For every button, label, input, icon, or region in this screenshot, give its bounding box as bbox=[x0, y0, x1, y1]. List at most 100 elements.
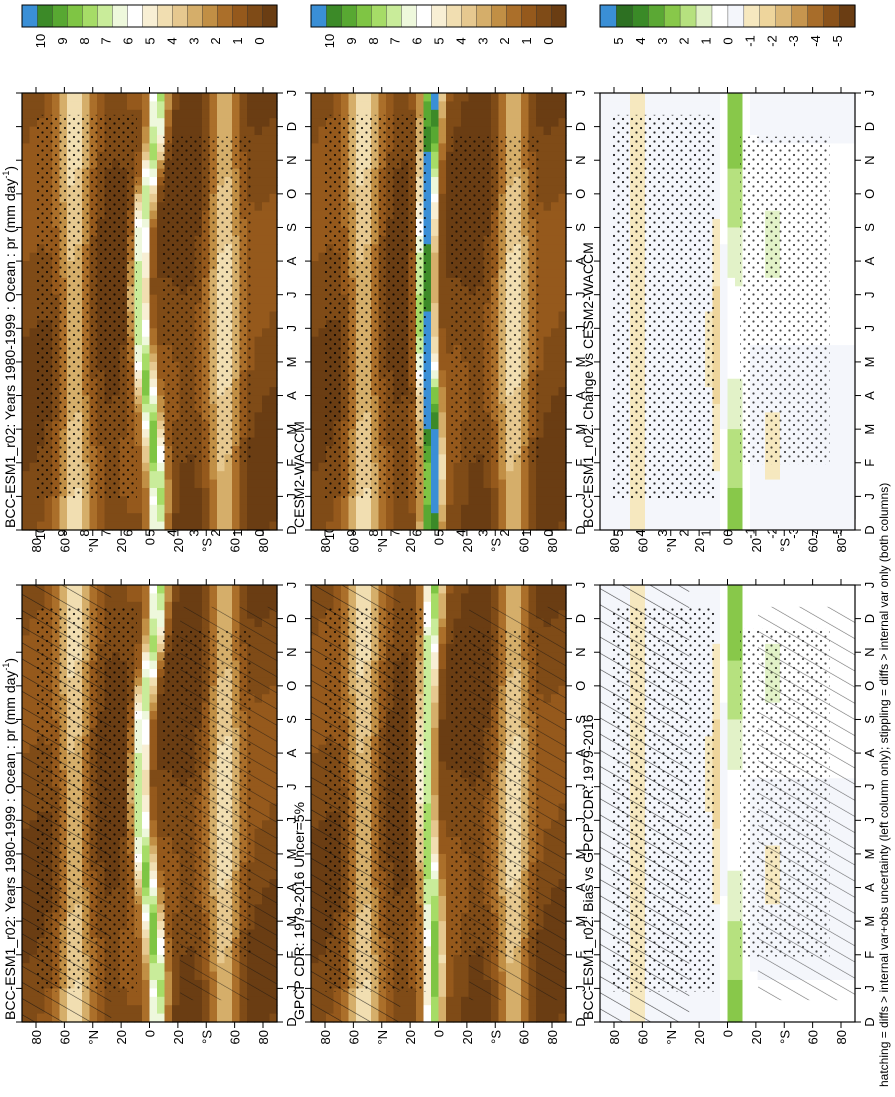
heatmap-cell bbox=[269, 160, 278, 170]
heatmap-cell bbox=[149, 504, 158, 514]
heatmap-cell bbox=[453, 610, 462, 620]
heatmap-cell bbox=[22, 420, 31, 430]
heatmap-cell bbox=[149, 862, 158, 872]
heatmap-cell bbox=[104, 496, 113, 506]
heatmap-cell bbox=[254, 504, 263, 514]
heatmap-cell bbox=[142, 353, 151, 363]
heatmap-cell bbox=[431, 921, 440, 931]
heatmap-cell bbox=[254, 109, 263, 119]
heatmap-cell bbox=[269, 496, 278, 506]
heatmap-cell bbox=[423, 929, 432, 939]
month-tick-label: J bbox=[284, 493, 299, 500]
heatmap-cell bbox=[438, 643, 447, 653]
heatmap-cell bbox=[157, 277, 166, 287]
heatmap-cell bbox=[172, 610, 181, 620]
heatmap-cell bbox=[157, 168, 166, 178]
heatmap-cell bbox=[269, 328, 278, 338]
heatmap-cell bbox=[112, 1005, 121, 1015]
heatmap-cell bbox=[112, 513, 121, 523]
heatmap-cell bbox=[157, 244, 166, 254]
heatmap-cell bbox=[483, 601, 492, 611]
heatmap-cell bbox=[269, 269, 278, 279]
heatmap-cell bbox=[232, 996, 241, 1006]
heatmap-cell bbox=[149, 513, 158, 523]
heatmap-cell bbox=[149, 996, 158, 1006]
heatmap-cell bbox=[142, 462, 151, 472]
month-tick-label: O bbox=[284, 189, 299, 199]
heatmap-cell bbox=[247, 93, 256, 102]
heatmap-cell bbox=[29, 345, 38, 355]
heatmap-cell bbox=[431, 753, 440, 763]
heatmap-cell bbox=[269, 370, 278, 380]
heatmap-cell bbox=[408, 585, 417, 594]
heatmap-cell bbox=[89, 513, 98, 523]
heatmap-cell bbox=[468, 1013, 477, 1023]
heatmap-cell bbox=[59, 93, 68, 102]
heatmap-cell bbox=[438, 769, 447, 779]
heatmap-cell bbox=[232, 93, 241, 102]
heatmap-cell bbox=[239, 496, 248, 506]
heatmap-cell bbox=[431, 652, 440, 662]
heatmap-cell bbox=[431, 1013, 440, 1023]
heatmap-cell bbox=[22, 109, 31, 119]
heatmap-cell bbox=[157, 151, 166, 161]
colorbar-tick-label: 7 bbox=[99, 529, 114, 536]
heatmap-cell bbox=[431, 879, 440, 889]
heatmap-cell bbox=[142, 870, 151, 880]
heatmap-cell bbox=[438, 635, 447, 645]
heatmap-cell bbox=[217, 109, 226, 119]
heatmap-cell bbox=[134, 361, 143, 371]
heatmap-cell bbox=[262, 261, 271, 271]
lat-tick-label: 20 bbox=[114, 538, 129, 552]
heatmap-cell bbox=[446, 937, 455, 947]
heatmap-cell bbox=[209, 585, 218, 594]
heatmap-cell bbox=[157, 996, 166, 1006]
heatmap-cell bbox=[239, 504, 248, 514]
heatmap-cell bbox=[224, 118, 233, 128]
heatmap-cell bbox=[67, 496, 76, 506]
heatmap-cell bbox=[142, 593, 151, 603]
heatmap-cell bbox=[491, 585, 500, 594]
heatmap-cell bbox=[209, 462, 218, 472]
heatmap-cell bbox=[149, 202, 158, 212]
heatmap-cell bbox=[431, 954, 440, 964]
heatmap-cell bbox=[29, 277, 38, 287]
heatmap-cell bbox=[149, 585, 158, 594]
heatmap-cell bbox=[446, 593, 455, 603]
heatmap-cell bbox=[142, 761, 151, 771]
heatmap-cell bbox=[142, 711, 151, 721]
heatmap-cell bbox=[431, 610, 440, 620]
heatmap-cell bbox=[74, 504, 83, 514]
heatmap-cell bbox=[157, 504, 166, 514]
heatmap-cell bbox=[187, 487, 196, 497]
heatmap-cell bbox=[134, 853, 143, 863]
heatmap-cell bbox=[446, 753, 455, 763]
heatmap-cell bbox=[157, 202, 166, 212]
heatmap-cell bbox=[134, 585, 143, 594]
heatmap-cell bbox=[446, 837, 455, 847]
heatmap-cell bbox=[423, 627, 432, 637]
heatmap-cell bbox=[157, 135, 166, 145]
heatmap-cell bbox=[269, 101, 278, 111]
heatmap-cell bbox=[134, 504, 143, 514]
heatmap-cell bbox=[22, 504, 31, 514]
heatmap-cell bbox=[164, 93, 173, 102]
heatmap-cell bbox=[262, 345, 271, 355]
heatmap-cell bbox=[254, 227, 263, 237]
heatmap-cell bbox=[157, 660, 166, 670]
colorbar-swatch bbox=[96, 4, 113, 28]
heatmap-cell bbox=[423, 870, 432, 880]
heatmap-cell bbox=[217, 462, 226, 472]
heatmap-cell bbox=[269, 286, 278, 296]
heatmap-cell bbox=[423, 887, 432, 897]
heatmap-cell bbox=[232, 601, 241, 611]
heatmap-cell bbox=[142, 803, 151, 813]
heatmap-cell bbox=[254, 437, 263, 447]
heatmap-cell bbox=[22, 219, 31, 229]
heatmap-cell bbox=[446, 996, 455, 1006]
heatmap-cell bbox=[142, 753, 151, 763]
heatmap-cell bbox=[142, 677, 151, 687]
heatmap-cell bbox=[446, 627, 455, 637]
heatmap-cell bbox=[269, 303, 278, 313]
heatmap-cell bbox=[423, 786, 432, 796]
